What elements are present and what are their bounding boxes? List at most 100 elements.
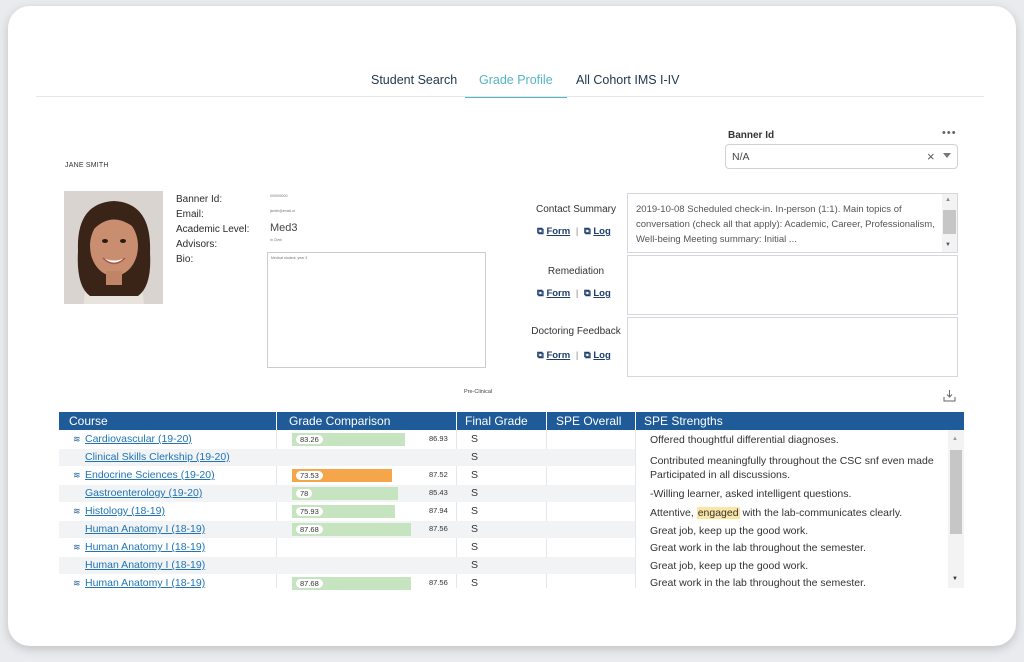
final-grade: S: [471, 433, 479, 445]
banner-id-select[interactable]: N/A ×: [725, 144, 958, 169]
external-link-icon: ⧉: [583, 350, 591, 361]
strength-text: Great job, keep up the good work.: [650, 560, 809, 572]
external-link-icon: ⧉: [537, 350, 544, 361]
table-row: Human Anatomy I (18-19) S: [59, 557, 635, 574]
contact-summary-label: Contact Summary: [535, 204, 617, 215]
strength-text: Offered thoughtful differential diagnose…: [650, 434, 839, 446]
stack-icon: ≋: [73, 434, 81, 444]
doctoring-links: ⧉ Form | ⧉ Log: [537, 350, 611, 361]
remediation-label: Remediation: [547, 266, 605, 277]
strength-text: Attentive, engaged with the lab-communic…: [650, 507, 902, 519]
column-divider: [546, 430, 547, 588]
col-spe-overall[interactable]: SPE Overall: [556, 414, 622, 428]
strength-text: Great work in the lab throughout the sem…: [650, 577, 866, 589]
cohort-score: 87.56: [429, 524, 448, 533]
stack-icon: ≋: [73, 542, 81, 552]
bio-textarea[interactable]: Medical student, year 3: [267, 252, 486, 368]
scroll-up-icon[interactable]: ▲: [952, 436, 958, 442]
final-grade: S: [471, 469, 479, 481]
course-link[interactable]: Human Anatomy I (18-19): [85, 523, 206, 535]
grade-bar: 73.53: [292, 469, 392, 482]
remediation-log-link[interactable]: Log: [593, 288, 611, 299]
strength-text: -Willing learner, asked intelligent ques…: [650, 488, 852, 500]
course-link[interactable]: Clinical Skills Clerkship (19-20): [85, 451, 230, 463]
course-link[interactable]: Human Anatomy I (18-19): [85, 559, 206, 571]
column-divider: [276, 430, 277, 588]
col-final-grade[interactable]: Final Grade: [465, 414, 528, 428]
table-row: Gastroenterology (19-20) 78 85.43 S: [59, 485, 635, 502]
clear-icon[interactable]: ×: [927, 149, 935, 164]
cohort-score: 87.56: [429, 578, 448, 587]
export-icon-svg: [943, 390, 956, 402]
pre-clinical-label: Pre-Clinical: [464, 389, 493, 395]
academic-level-value: Med3: [270, 222, 298, 234]
app-card: Student Search Grade Profile All Cohort …: [8, 6, 1016, 646]
cohort-score: 87.52: [429, 470, 448, 479]
remediation-links: ⧉ Form | ⧉ Log: [537, 288, 611, 299]
course-link[interactable]: Endocrine Sciences (19-20): [85, 469, 215, 481]
student-score: 73.53: [296, 471, 323, 480]
external-link-icon: ⧉: [537, 288, 544, 299]
stack-icon: ≋: [73, 506, 81, 516]
bio-label: Bio:: [176, 254, 194, 265]
chevron-down-icon[interactable]: [943, 153, 951, 158]
banner-id-value: 000000000: [270, 194, 288, 198]
contact-summary-text: 2019-10-08 Scheduled check-in. In-person…: [636, 204, 935, 245]
header-divider: [546, 412, 547, 430]
course-link[interactable]: Gastroenterology (19-20): [85, 487, 203, 499]
remediation-form-link[interactable]: Form: [546, 288, 571, 299]
final-grade: S: [471, 541, 479, 553]
export-icon[interactable]: [943, 389, 956, 407]
course-link[interactable]: Human Anatomy I (18-19): [85, 577, 206, 589]
doctoring-feedback-box[interactable]: [627, 317, 958, 377]
contact-form-link[interactable]: Form: [546, 226, 571, 237]
academic-level-label: Academic Level:: [176, 224, 250, 235]
table-row: Clinical Skills Clerkship (19-20) S: [59, 449, 635, 466]
grade-bar: 87.68: [292, 523, 411, 536]
strengths-scrollbar[interactable]: ▲ ▼: [948, 430, 964, 588]
table-row: Human Anatomy I (18-19) 87.68 87.56 S: [59, 521, 635, 538]
doctoring-log-link[interactable]: Log: [593, 350, 611, 361]
banner-select-value: N/A: [732, 151, 750, 163]
col-grade-comparison[interactable]: Grade Comparison: [289, 414, 391, 428]
highlighted-word: engaged: [696, 507, 740, 519]
tab-grade-profile[interactable]: Grade Profile: [465, 72, 567, 98]
tab-student-search[interactable]: Student Search: [371, 73, 458, 87]
course-link[interactable]: Histology (18-19): [85, 505, 165, 517]
remediation-box[interactable]: [627, 255, 958, 315]
strength-text: Participated in all discussions.: [650, 469, 791, 481]
grade-bar: 83.26: [292, 433, 405, 446]
strength-text: Great job, keep up the good work.: [650, 525, 809, 537]
col-course[interactable]: Course: [69, 414, 108, 428]
table-row: ≋ Human Anatomy I (18-19) S: [59, 539, 635, 556]
strength-text-part: with the lab-communicates clearly.: [739, 507, 903, 519]
final-grade: S: [471, 451, 479, 463]
scroll-down-icon[interactable]: ▼: [945, 242, 951, 248]
table-row: ≋ Human Anatomy I (18-19) 87.68 87.56 S: [59, 575, 635, 592]
academic-level-sub: In Clerk: [270, 238, 283, 242]
student-photo: [64, 191, 163, 304]
column-divider: [635, 430, 636, 588]
strengths-scroll-thumb[interactable]: [950, 450, 962, 534]
doctoring-form-link[interactable]: Form: [546, 350, 571, 361]
contact-scrollbar[interactable]: ▲ ▼: [942, 194, 957, 252]
scroll-down-icon[interactable]: ▼: [952, 576, 958, 582]
external-link-icon: ⧉: [583, 288, 591, 299]
contact-summary-box[interactable]: 2019-10-08 Scheduled check-in. In-person…: [627, 193, 958, 253]
course-link[interactable]: Human Anatomy I (18-19): [85, 541, 206, 553]
tab-all-cohort[interactable]: All Cohort IMS I-IV: [576, 73, 680, 87]
link-separator: |: [575, 288, 579, 299]
final-grade: S: [471, 577, 479, 589]
strength-text-part: Attentive,: [650, 507, 697, 519]
student-score: 78: [296, 489, 313, 498]
scroll-up-icon[interactable]: ▲: [945, 197, 951, 203]
strength-text: Contributed meaningfully throughout the …: [650, 455, 934, 467]
header-divider: [635, 412, 636, 430]
more-options-icon[interactable]: •••: [942, 127, 957, 139]
contact-scroll-thumb[interactable]: [943, 210, 956, 234]
contact-log-link[interactable]: Log: [593, 226, 611, 237]
advisors-label: Advisors:: [176, 239, 218, 250]
col-spe-strengths[interactable]: SPE Strengths: [644, 414, 723, 428]
link-separator: |: [575, 226, 579, 237]
course-link[interactable]: Cardiovascular (19-20): [85, 433, 192, 445]
